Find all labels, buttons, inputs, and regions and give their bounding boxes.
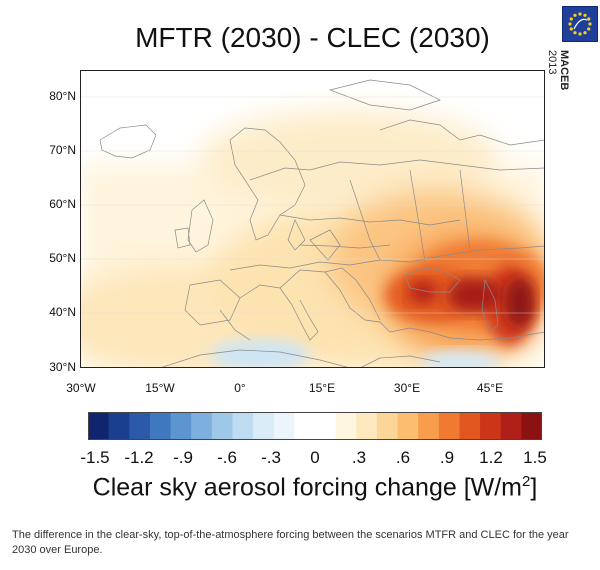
lon-label-45e: 45°E bbox=[476, 381, 504, 395]
lon-label-15e: 15°E bbox=[308, 381, 336, 395]
figure-caption: The difference in the clear-sky, top-of-… bbox=[12, 529, 569, 556]
lat-label-80n: 80°N bbox=[49, 89, 76, 103]
coastlines bbox=[99, 79, 545, 368]
lat-label-50n: 50°N bbox=[49, 251, 76, 265]
colorbar-tick-label: -1.2 bbox=[124, 448, 154, 467]
colorbar-label: Clear sky aerosol forcing change [W/m2] bbox=[92, 473, 538, 502]
colorbar-tick-label: -.9 bbox=[173, 448, 193, 467]
colorbar-swatch bbox=[356, 412, 378, 440]
colorbar-swatch bbox=[211, 412, 233, 440]
colorbar bbox=[88, 412, 542, 440]
colorbar-swatch bbox=[253, 412, 275, 440]
colorbar-swatch bbox=[191, 412, 213, 440]
colorbar-tick-label: .9 bbox=[439, 448, 455, 467]
colorbar-tick-label: .3 bbox=[351, 448, 367, 467]
colorbar-swatch bbox=[88, 412, 110, 440]
lat-label-70n: 70°N bbox=[49, 143, 76, 157]
colorbar-tick-label: 1.5 bbox=[523, 448, 547, 467]
colorbar-swatch bbox=[170, 412, 192, 440]
colorbar-tick-label: 1.2 bbox=[479, 448, 503, 467]
colorbar-swatch bbox=[273, 412, 295, 440]
colorbar-swatch bbox=[418, 412, 440, 440]
colorbar-swatch bbox=[315, 412, 337, 440]
lon-label-30w: 30°W bbox=[66, 381, 96, 395]
lon-label-30e: 30°E bbox=[393, 381, 421, 395]
colorbar-swatch bbox=[521, 412, 542, 440]
graticule-lines bbox=[80, 96, 545, 314]
colorbar-swatch bbox=[149, 412, 172, 440]
map-title: MFTR (2030) - CLEC (2030) bbox=[135, 22, 490, 53]
colorbar-swatch bbox=[108, 412, 130, 440]
colorbar-swatch bbox=[480, 412, 502, 440]
logo-name: MACEB bbox=[558, 50, 570, 91]
colorbar-swatch bbox=[335, 412, 357, 440]
colorbar-tick-label: 0 bbox=[310, 448, 320, 467]
colorbar-swatch bbox=[294, 412, 316, 440]
colorbar-tick-label: .6 bbox=[395, 448, 411, 467]
colorbar-tick-label: -1.5 bbox=[80, 448, 110, 467]
eu-flag-icon bbox=[562, 6, 598, 42]
lon-label-15w: 15°W bbox=[145, 381, 175, 395]
colorbar-swatch bbox=[438, 412, 460, 440]
lat-label-60n: 60°N bbox=[49, 197, 76, 211]
colorbar-swatch bbox=[232, 412, 254, 440]
colorbar-swatch bbox=[376, 412, 399, 440]
maceb-logo: MACEB 2013 bbox=[546, 6, 598, 90]
colorbar-tick-label: -.6 bbox=[217, 448, 237, 467]
forcing-field bbox=[80, 85, 545, 368]
colorbar-tick-label: -.3 bbox=[261, 448, 281, 467]
lon-label-0: 0° bbox=[234, 381, 246, 395]
colorbar-swatch bbox=[459, 412, 481, 440]
forcing-map bbox=[80, 70, 545, 368]
colorbar-swatch bbox=[129, 412, 151, 440]
lat-label-30n: 30°N bbox=[49, 360, 76, 374]
logo-year: 2013 bbox=[546, 50, 558, 75]
colorbar-swatch bbox=[500, 412, 522, 440]
lat-label-40n: 40°N bbox=[49, 305, 76, 319]
colorbar-swatch bbox=[397, 412, 419, 440]
